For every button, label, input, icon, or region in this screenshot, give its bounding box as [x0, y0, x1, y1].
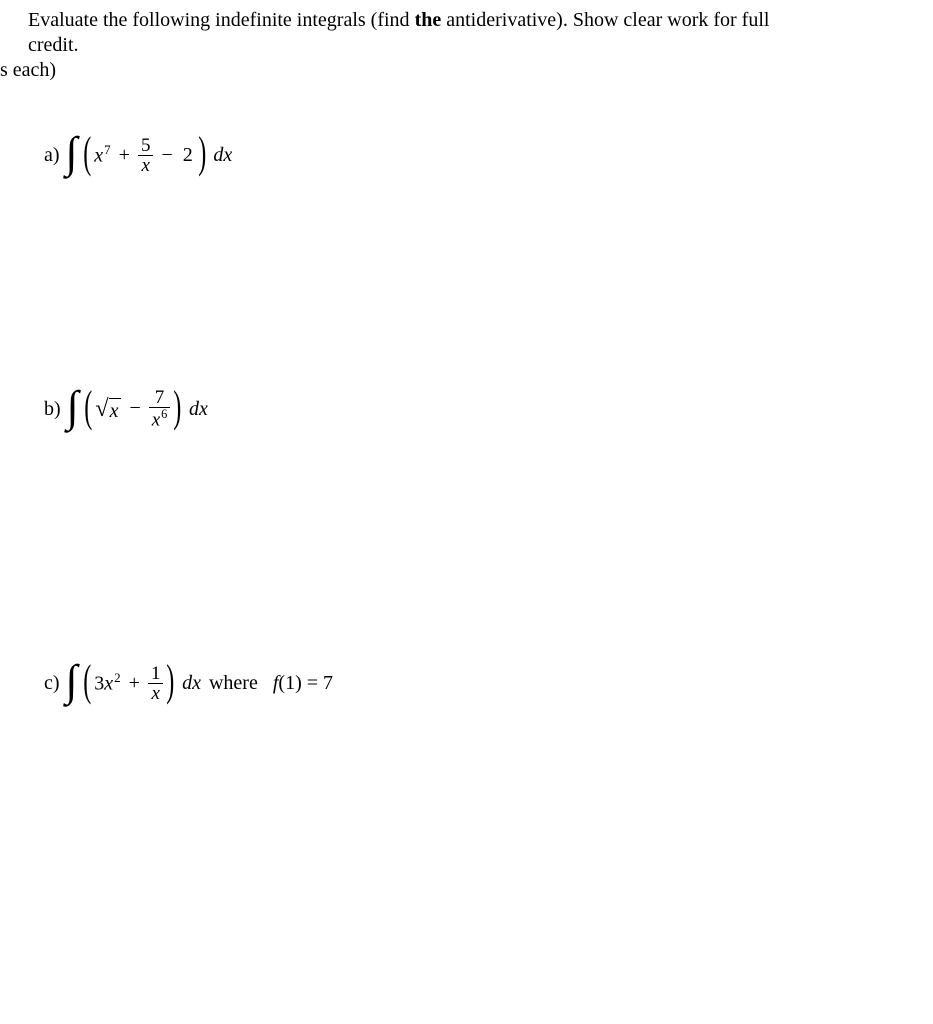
problem-a-label: a) [44, 143, 60, 168]
frac-den: x [151, 683, 159, 704]
frac-num: 5 [138, 136, 154, 155]
cond-eq: = [307, 672, 318, 694]
open-paren-icon: ( [84, 385, 92, 429]
integral-sign-icon: ∫ [66, 131, 78, 175]
instructions: Evaluate the following indefinite integr… [0, 8, 933, 58]
problem-c: c) ∫ ( 3x2 + 1 x ) dx where f(1) = 7 [0, 661, 933, 705]
frac-den: x [141, 155, 149, 176]
margin-note: s each) [0, 58, 933, 83]
cond-arg: (1) [278, 672, 301, 694]
sqrt-x: √ x [95, 394, 121, 424]
frac-5-over-x: 5 x [138, 136, 154, 175]
close-paren-icon: ) [174, 385, 182, 429]
where-clause: where f(1) = 7 [209, 671, 333, 696]
problem-a-expression: x7 + 5 x − 2 [94, 136, 194, 175]
const-2: 2 [181, 143, 195, 168]
instructions-bold: the [415, 9, 442, 31]
open-paren-icon: ( [83, 131, 91, 175]
x-exp: 7 [104, 142, 111, 157]
coef-3: 3 [94, 672, 104, 694]
cond-val: 7 [323, 672, 333, 694]
where-word: where [209, 672, 258, 694]
problem-c-expression: 3x2 + 1 x [94, 664, 163, 703]
minus-op: − [159, 143, 174, 168]
radical-icon: √ [95, 394, 108, 424]
frac-den-base: x [152, 410, 160, 431]
problem-b-label: b) [44, 397, 61, 422]
instructions-line1b: antiderivative). Show clear work for ful… [441, 9, 769, 31]
term-x7: x7 [94, 142, 110, 169]
x-exp: 2 [114, 670, 121, 685]
plus-op: + [117, 143, 132, 168]
frac-7-over-x6: 7 x6 [149, 388, 171, 429]
plus-op: + [127, 671, 142, 696]
page: Evaluate the following indefinite integr… [0, 0, 933, 705]
integral-sign-icon: ∫ [67, 385, 79, 429]
dx-c: dx [182, 671, 201, 696]
x-base: x [94, 144, 103, 166]
dx-b: dx [189, 397, 208, 422]
frac-den-exp: 6 [161, 407, 167, 421]
term-3x2: 3x2 [94, 670, 120, 697]
minus-op: − [127, 396, 142, 421]
problem-c-label: c) [44, 671, 60, 696]
close-paren-icon: ) [198, 131, 206, 175]
problem-a: a) ∫ ( x7 + 5 x − 2 ) dx [0, 133, 933, 177]
integral-sign-icon: ∫ [66, 659, 78, 703]
dx-a: dx [213, 143, 232, 168]
open-paren-icon: ( [83, 659, 91, 703]
frac-num: 1 [148, 664, 164, 683]
instructions-line1a: Evaluate the following indefinite integr… [28, 9, 415, 31]
sqrt-arg: x [109, 398, 122, 424]
instructions-line2: credit. [28, 34, 79, 56]
frac-num: 7 [152, 388, 168, 407]
close-paren-icon: ) [167, 659, 175, 703]
x-base: x [104, 672, 113, 694]
frac-1-over-x: 1 x [148, 664, 164, 703]
problem-b-expression: √ x − 7 x6 [95, 388, 170, 429]
problem-b: b) ∫ ( √ x − 7 x6 ) dx [0, 387, 933, 431]
